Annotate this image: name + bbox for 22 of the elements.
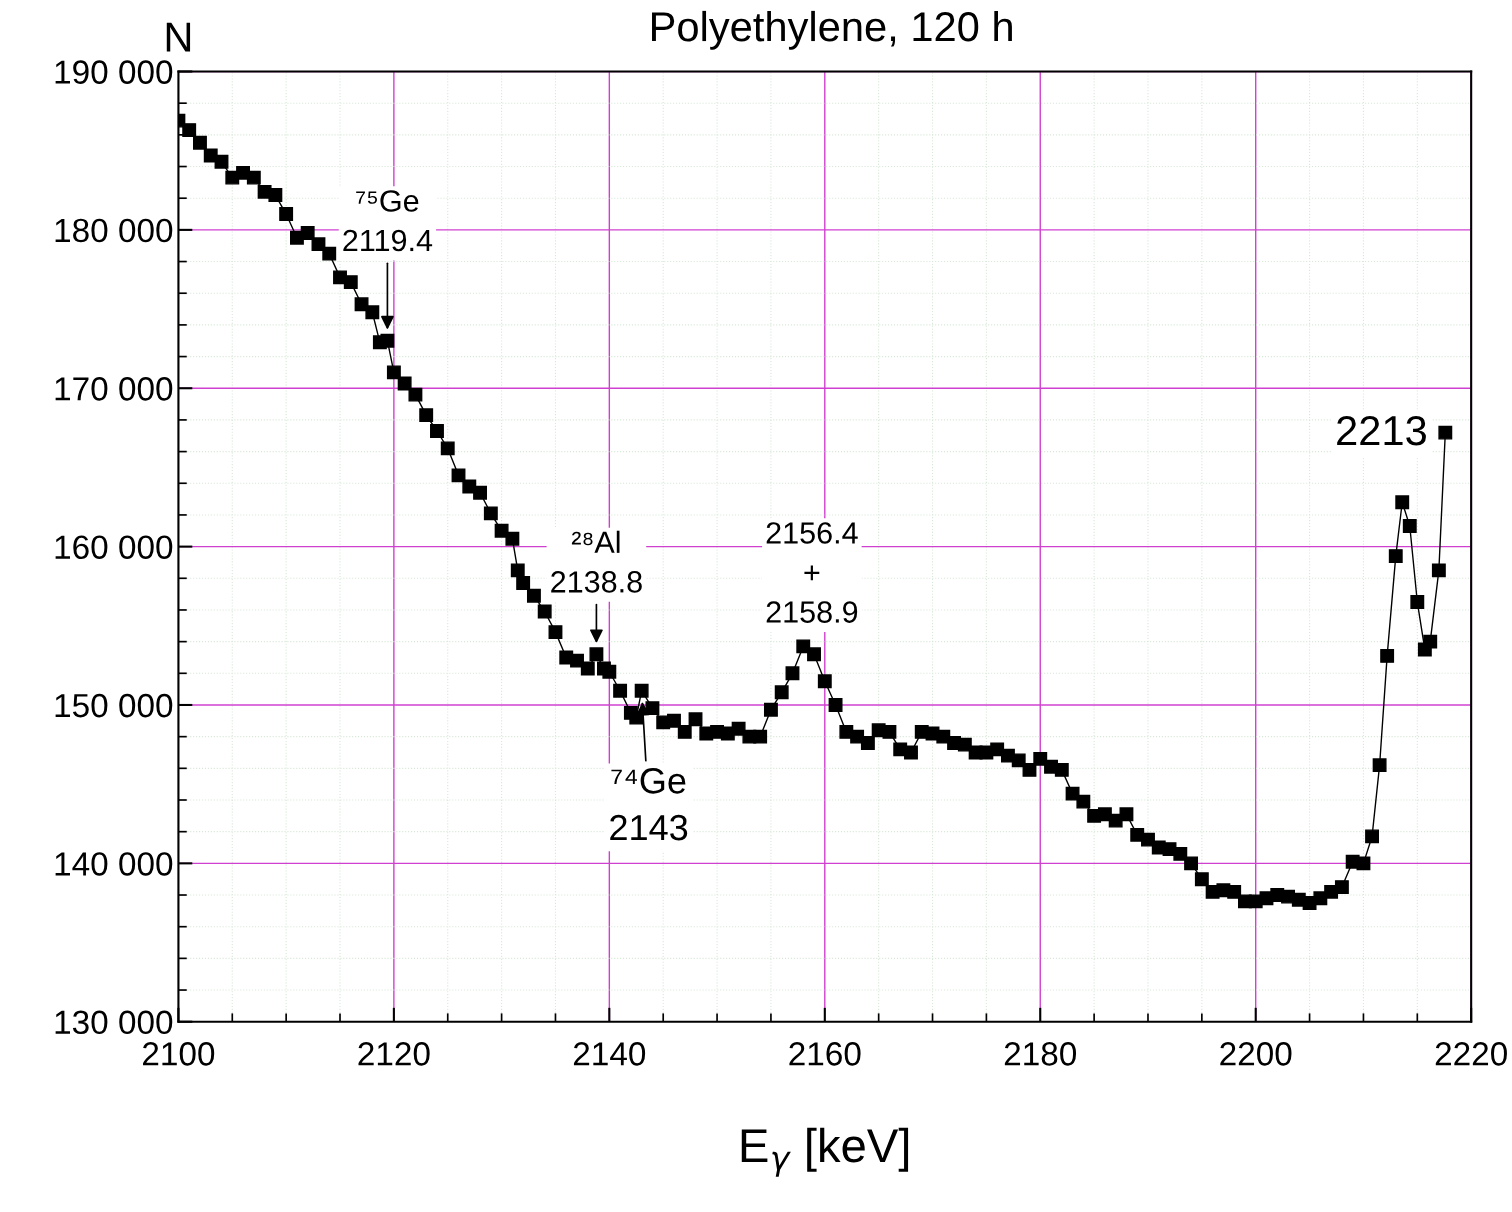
- x-tick-label: 2140: [573, 1042, 646, 1066]
- y-tick-label: 150 000: [55, 693, 173, 718]
- y-tick-label: 130 000: [55, 1010, 173, 1035]
- annotation: ⁷⁴Ge 2143: [610, 768, 688, 841]
- annotation: ²⁸Al 2138.8: [551, 530, 642, 593]
- y-tick-label: 190 000: [55, 60, 173, 84]
- y-axis-title: N: [166, 22, 191, 52]
- x-tick-label: 2100: [143, 1042, 215, 1066]
- x-tick-label: 2220: [1435, 1042, 1507, 1066]
- y-tick-label: 140 000: [55, 852, 173, 876]
- x-tick-label: 2120: [358, 1042, 430, 1066]
- x-tick-label: 2200: [1220, 1042, 1292, 1066]
- annotation: 2156.4 + 2158.9: [766, 522, 858, 623]
- y-tick-label: 180 000: [55, 218, 173, 243]
- x-tick-label: 2160: [789, 1042, 861, 1066]
- chart-title: Polyethylene, 120 h: [652, 10, 1012, 50]
- y-tick-label: 170 000: [55, 377, 173, 401]
- x-tick-label: 2180: [1004, 1042, 1077, 1066]
- annotation: 2213: [1337, 415, 1426, 446]
- annotation: ⁷⁵Ge 2119.4: [343, 190, 433, 252]
- y-tick-label: 160 000: [55, 535, 173, 560]
- x-axis-title: E$_{γ}$ [keV]: [741, 1127, 909, 1177]
